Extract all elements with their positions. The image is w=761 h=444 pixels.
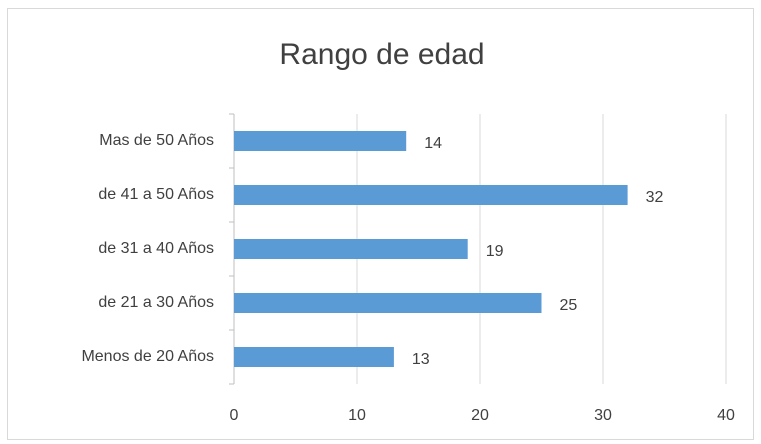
y-tick-label: de 21 a 30 Años <box>98 294 214 311</box>
bar <box>234 185 628 205</box>
bar <box>234 239 468 259</box>
y-tick-label: de 41 a 50 Años <box>98 186 214 203</box>
bar <box>234 131 407 151</box>
chart-frame <box>7 8 754 440</box>
x-tick-label: 10 <box>348 407 366 424</box>
x-tick-label: 40 <box>717 407 735 424</box>
data-label: 32 <box>646 189 664 206</box>
chart-title: Rango de edad <box>279 38 484 71</box>
bar <box>234 347 394 367</box>
y-tick-label: Menos de 20 Años <box>81 348 214 365</box>
x-tick-label: 30 <box>594 407 612 424</box>
y-tick-label: Mas de 50 Años <box>99 132 214 149</box>
data-label: 25 <box>560 297 578 314</box>
x-tick-label: 20 <box>471 407 489 424</box>
data-label: 13 <box>412 351 430 368</box>
data-label: 14 <box>424 135 442 152</box>
data-label: 19 <box>486 243 504 260</box>
y-tick-label: de 31 a 40 Años <box>98 240 214 257</box>
bar <box>234 293 542 313</box>
x-tick-label: 0 <box>230 407 239 424</box>
